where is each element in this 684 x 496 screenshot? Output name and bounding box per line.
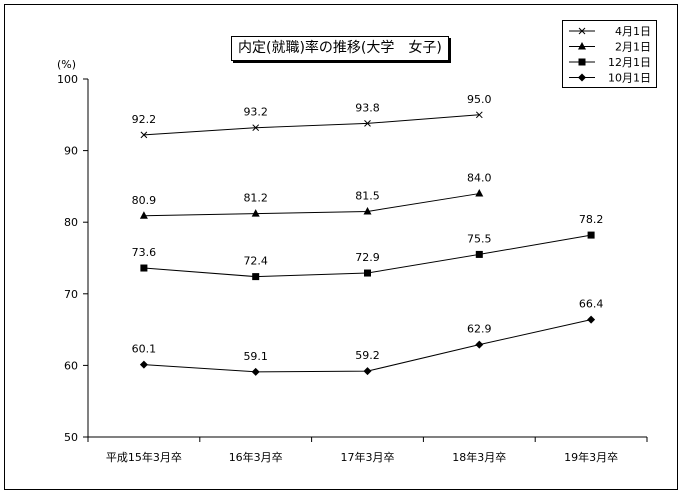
data-point (251, 367, 260, 376)
y-axis-unit-label: (%) (57, 58, 77, 71)
data-point (139, 360, 148, 369)
legend-marker (578, 73, 586, 82)
data-point (139, 211, 148, 219)
data-label: 59.1 (243, 350, 268, 363)
series-2: 80.9 81.2 81.5 84.0 (132, 172, 492, 219)
data-label: 81.2 (243, 192, 268, 205)
series-line (143, 114, 480, 136)
data-label: 62.9 (467, 323, 492, 336)
x-tick-label: 平成15年3月卒 (106, 450, 182, 464)
data-point (475, 250, 483, 258)
y-tick-label: 100 (57, 73, 78, 86)
series-line (143, 193, 480, 217)
x-tick-label: 16年3月卒 (229, 450, 283, 464)
data-point (475, 340, 484, 349)
legend-marker (578, 58, 586, 66)
legend-entry: 12月1日 (569, 56, 651, 69)
legend-label: 2月1日 (615, 41, 651, 54)
data-point (475, 111, 483, 119)
data-label: 78.2 (579, 213, 604, 226)
y-tick-label: 50 (64, 431, 78, 444)
data-point (364, 120, 371, 127)
data-label: 81.5 (355, 189, 380, 202)
data-label: 92.2 (132, 113, 157, 126)
data-label: 75.5 (467, 232, 492, 245)
legend-entry: 10月1日 (569, 72, 651, 85)
data-label: 59.2 (355, 349, 380, 362)
data-label: 80.9 (132, 194, 157, 207)
data-label: 93.2 (243, 106, 268, 119)
chart-title: 内定(就職)率の推移(大学 女子) (231, 36, 449, 61)
legend-entries: 4月1日 2月1日 12月1日 10月1日 (569, 25, 651, 85)
data-point (140, 264, 148, 272)
data-point (364, 269, 371, 277)
y-tick-label: 80 (64, 216, 78, 229)
legend-marker (578, 27, 586, 35)
data-point (363, 367, 372, 376)
y-tick-label: 60 (64, 359, 78, 372)
y-tick-label: 70 (64, 288, 78, 301)
legend: 4月1日 2月1日 12月1日 10月1日 (562, 20, 657, 88)
data-label: 95.0 (467, 93, 492, 106)
legend-label: 12月1日 (608, 56, 651, 69)
data-label: 73.6 (132, 246, 157, 259)
series-1: 92.2 93.2 93.8 95.0 (132, 93, 492, 139)
data-point (587, 315, 596, 324)
legend-entry: 2月1日 (569, 41, 651, 54)
series-4: 60.1 59.1 59.2 62.9 66.4 (132, 298, 604, 376)
legend-label: 10月1日 (608, 72, 651, 85)
data-label: 66.4 (579, 298, 604, 311)
x-tick-label: 17年3月卒 (341, 450, 395, 464)
data-point (251, 209, 260, 217)
data-label: 84.0 (467, 172, 492, 185)
chart-frame: 50 60 70 80 90 100 平成15年3月卒 16年3月卒 17年3月卒 18年3月卒 1… (4, 4, 678, 490)
line-chart: 50 60 70 80 90 100 平成15年3月卒 16年3月卒 17年3月卒 18年3月卒 1… (57, 73, 648, 464)
data-label: 60.1 (132, 343, 157, 356)
data-label: 72.4 (243, 255, 268, 268)
series-3: 73.6 72.4 72.9 75.5 78.2 (132, 213, 604, 281)
data-point (140, 131, 148, 139)
data-point (363, 206, 372, 215)
data-label: 93.8 (355, 101, 380, 114)
data-label: 72.9 (355, 251, 380, 264)
y-tick-label: 90 (64, 145, 78, 158)
legend-marker (578, 42, 586, 50)
x-tick-label: 18年3月卒 (452, 450, 506, 464)
x-tick-label: 19年3月卒 (564, 450, 618, 464)
data-point (587, 231, 595, 239)
series-line (143, 319, 592, 373)
legend-label: 4月1日 (615, 25, 651, 38)
legend-entry: 4月1日 (569, 25, 651, 38)
data-point (252, 273, 260, 281)
data-point (475, 189, 484, 197)
data-point (252, 124, 260, 132)
